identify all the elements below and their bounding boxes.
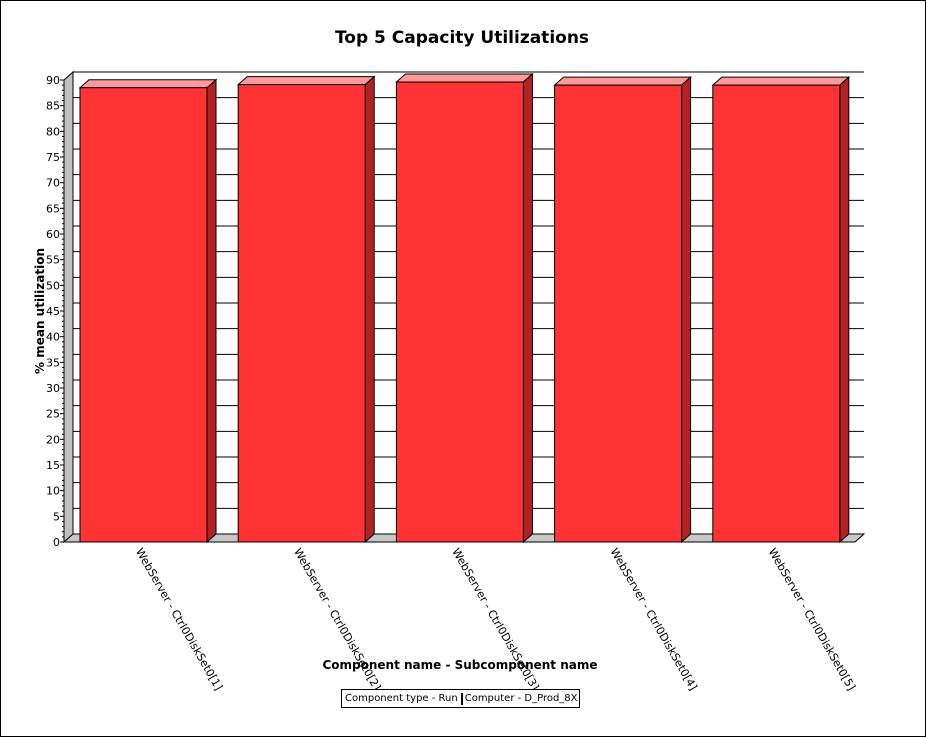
y-tick-label: 40 (46, 331, 60, 344)
y-tick-label: 85 (46, 100, 60, 113)
legend-swatch (460, 692, 463, 705)
x-axis-title: Component name - Subcomponent name (322, 658, 597, 672)
y-tick-label: 65 (46, 202, 60, 215)
y-tick-label: 30 (46, 382, 60, 395)
y-tick-label: 45 (46, 305, 60, 318)
plot-area: 0 5 10 15 20 25 30 35 40 45 50 55 60 65 70 75 80 85 90 WebS… (46, 70, 866, 693)
y-tick-label: 75 (46, 151, 60, 164)
bar-top (78, 79, 218, 89)
y-tick-label: 10 (46, 485, 60, 498)
legend-title: Component type - Run (345, 693, 458, 704)
y-tick-label: 60 (46, 228, 60, 241)
x-category-label: WebServer - Ctrl0DiskSet0[5] (766, 546, 858, 693)
bar-side (364, 75, 375, 544)
chart-title: Top 5 Capacity Utilizations (335, 28, 589, 48)
y-tick-label: 20 (46, 433, 60, 446)
bar (554, 84, 683, 543)
y-tick-label: 25 (46, 408, 60, 421)
y-tick-label: 90 (46, 74, 60, 87)
left-wall (63, 70, 74, 544)
bar-top (395, 73, 534, 83)
y-tick-label: 80 (46, 125, 60, 138)
y-tick-label: 15 (46, 459, 60, 472)
x-category-label: WebServer - Ctrl0DiskSet0[1] (133, 546, 225, 693)
bar-side (681, 76, 692, 544)
y-tick-label: 35 (46, 356, 60, 369)
bar-top (711, 76, 851, 86)
bar-side (839, 76, 850, 544)
x-category-label: WebServer - Ctrl0DiskSet0[4] (608, 546, 700, 693)
legend-series-label: Computer - D_Prod_8X (464, 693, 578, 704)
y-tick-label: 70 (46, 177, 60, 190)
bar (395, 81, 524, 543)
y-tick-label: 0 (53, 536, 60, 549)
bar-side (522, 72, 533, 544)
y-tick-label: 5 (53, 510, 60, 523)
y-tick-label: 55 (46, 254, 60, 267)
y-tick-label: 50 (46, 279, 60, 292)
bar (712, 84, 841, 543)
bar-side (206, 78, 217, 544)
legend: Component type - Run Computer - D_Prod_8… (341, 689, 580, 708)
bar (237, 84, 366, 543)
bar (79, 87, 208, 543)
bar-top (553, 76, 692, 86)
bar-top (236, 76, 376, 86)
y-axis-title: % mean utilization (33, 248, 47, 374)
